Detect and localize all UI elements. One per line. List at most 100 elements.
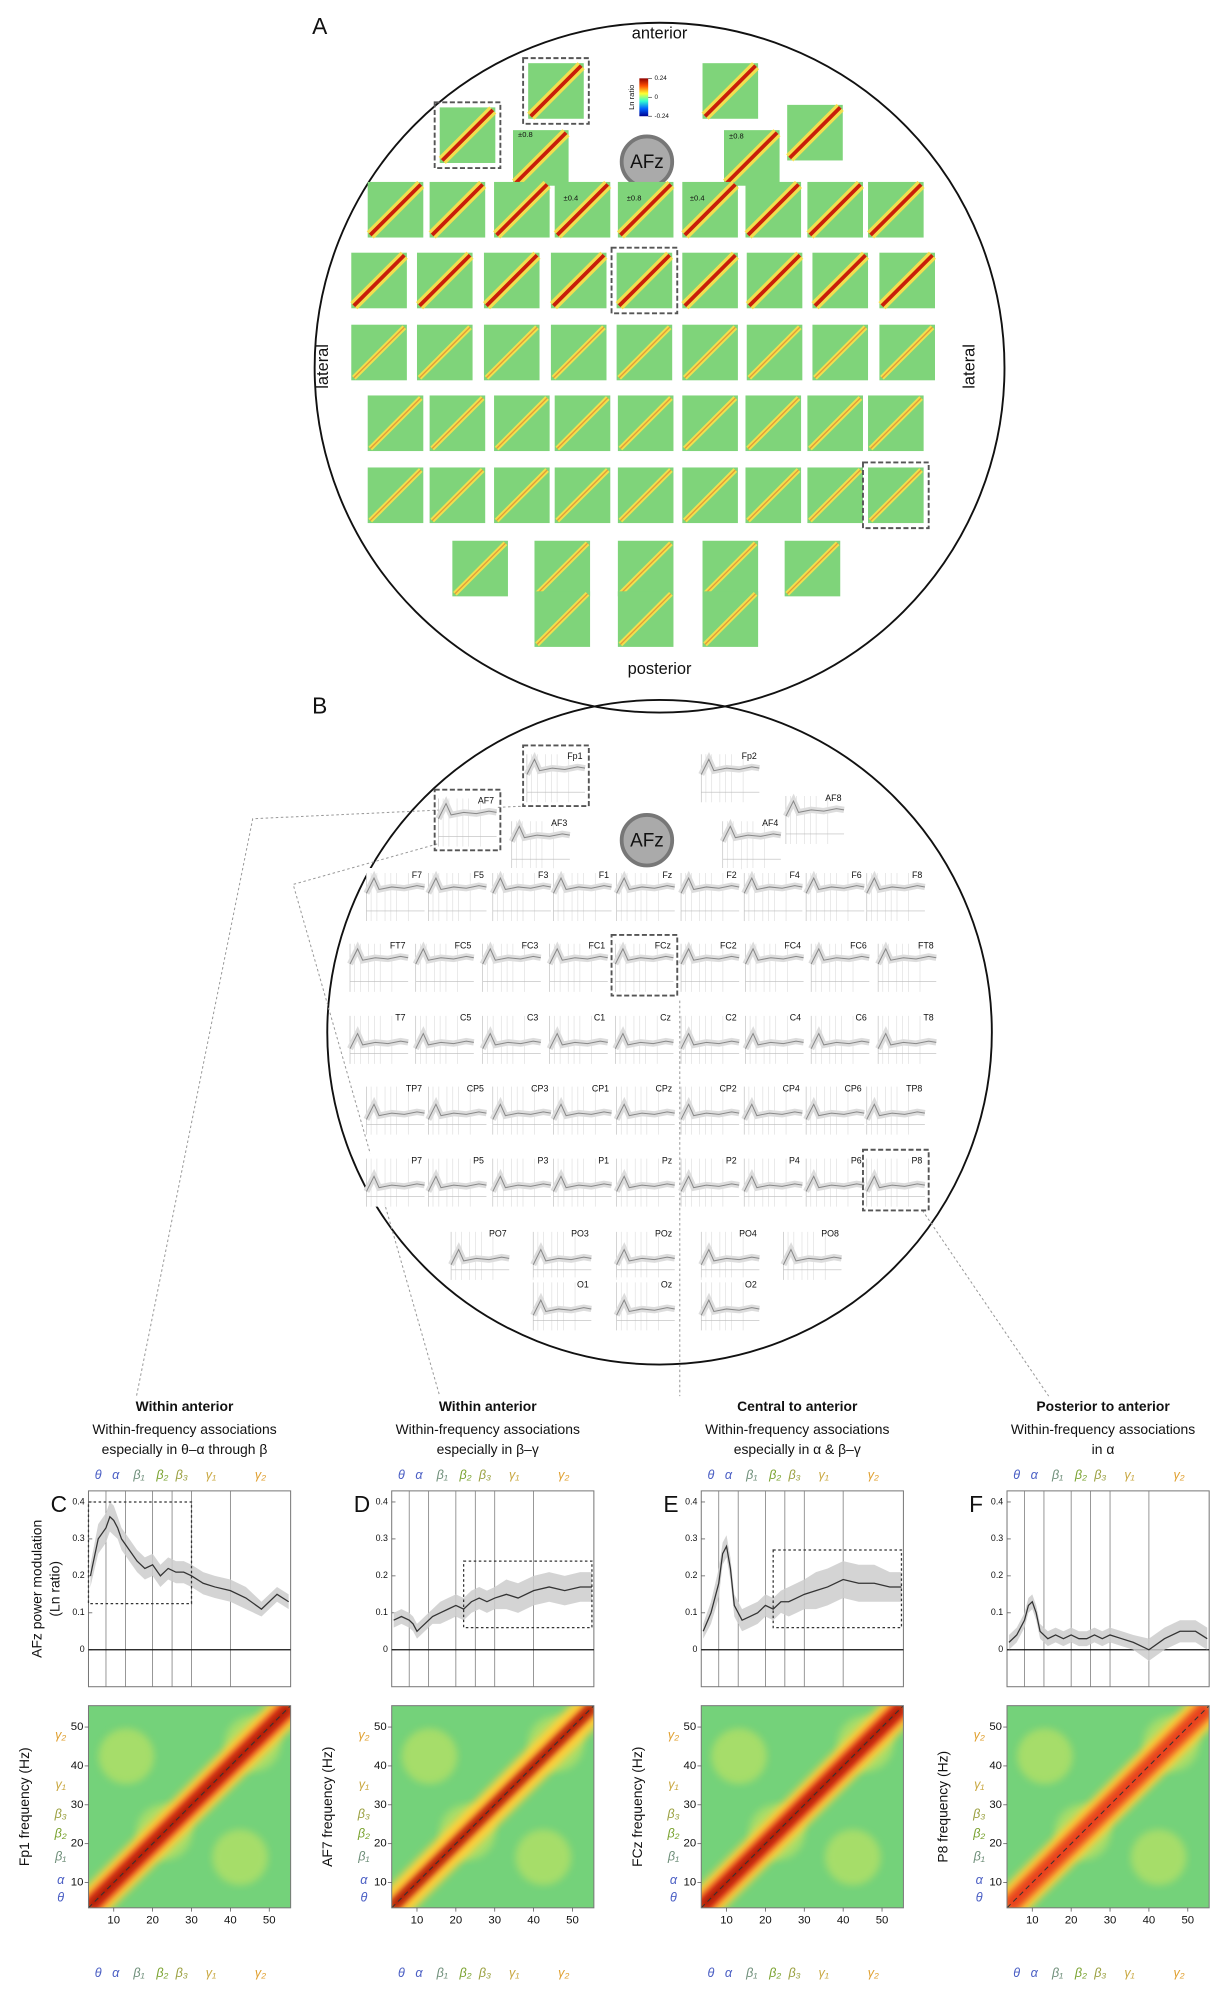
y-tick-label: 0.2	[376, 1570, 388, 1580]
mini-spectrum: F3	[489, 867, 552, 922]
band-label: γ₁	[206, 1468, 216, 1482]
mini-heatmap	[511, 129, 570, 187]
spectrum-line	[614, 947, 674, 965]
mini-heatmap	[350, 251, 408, 310]
y-tick-label: 0.1	[685, 1607, 697, 1617]
heatmap-diagonal	[683, 468, 738, 523]
heatmap-diagonal	[431, 469, 484, 522]
heatmap-diagonal	[703, 541, 758, 596]
mini-spectrum: AF8	[783, 790, 845, 844]
mini-heatmap	[812, 324, 869, 381]
spectrum-line	[482, 1032, 541, 1049]
heatmap-diagonal	[747, 469, 800, 522]
mini-spectrum: F1	[550, 867, 613, 922]
y-tick-label: 0.4	[72, 1496, 84, 1506]
error-band	[703, 1535, 902, 1639]
panel-subtitle: Within-frequency associations	[396, 1421, 580, 1437]
electrode-label: CP5	[467, 1083, 484, 1093]
band-label: θ	[57, 1890, 64, 1904]
mini-heatmap	[811, 251, 870, 310]
y-tick-label: 0	[383, 1644, 388, 1654]
electrode-label: AF4	[762, 818, 778, 828]
electrode-label: TP8	[906, 1083, 922, 1093]
band-label: γ₂	[1173, 1468, 1184, 1482]
mini-heatmap	[807, 467, 863, 524]
band-label: γ₁	[1124, 1468, 1134, 1482]
plot-frame	[1006, 1490, 1210, 1688]
heatmap-diagonal	[529, 64, 583, 118]
heatmap-diagonal	[453, 541, 508, 596]
band-label: γ₁	[509, 1966, 519, 1980]
heatmap-diagonal	[704, 593, 757, 645]
band-label: β₃	[1093, 1966, 1106, 1980]
heatmap-diagonal	[536, 542, 589, 595]
mini-spectrum: CP1	[550, 1081, 613, 1135]
spectrum-line	[616, 1103, 675, 1120]
heatmap-diagonal	[485, 253, 539, 308]
mini-spectrum: AF4	[719, 816, 782, 870]
x-tick-label: 20	[1065, 1914, 1078, 1926]
heatmap-diagonal	[808, 183, 862, 237]
electrode-label: FC6	[850, 941, 867, 951]
heatmap-diagonal	[368, 468, 423, 523]
spectrum-line	[616, 876, 675, 894]
mini-heatmap	[549, 251, 608, 310]
spectrum-line	[552, 876, 612, 894]
heatmap-diagonal	[683, 183, 737, 237]
heatmap-diagonal	[454, 542, 506, 595]
spectrum-line	[700, 1298, 760, 1316]
mini-spectrum: FC5	[412, 938, 475, 992]
band-label: θ	[360, 1890, 367, 1904]
panel-letter: D	[354, 1491, 370, 1517]
electrode-label: F3	[538, 870, 548, 880]
connector	[921, 1210, 1050, 1397]
band-label: γ₂	[558, 1468, 569, 1482]
y-tick-label: 30	[989, 1799, 1002, 1811]
highlight-box	[610, 934, 679, 997]
mean-line	[393, 1586, 592, 1633]
y-tick-label: 20	[989, 1838, 1002, 1850]
mini-heatmap	[428, 180, 487, 239]
band-label: β₁	[667, 1850, 679, 1864]
spectrum-line	[492, 876, 551, 894]
mini-spectrum: P2	[678, 1153, 740, 1207]
heatmap-diagonal	[747, 397, 800, 449]
spectrum-line	[438, 802, 497, 819]
y-tick-label: 20	[71, 1838, 84, 1850]
electrode-label: F2	[726, 870, 736, 880]
band-label: β₂	[768, 1966, 781, 1980]
electrode-label: PO7	[489, 1229, 507, 1239]
scale-label: ±0.8	[627, 193, 642, 202]
mini-spectrum: CP6	[803, 1081, 865, 1135]
mini-spectrum: FC4	[742, 938, 805, 992]
heatmap-diagonal	[683, 325, 738, 380]
heatmap-diagonal	[704, 542, 757, 595]
electrode-label: F5	[474, 870, 484, 880]
y-tick-label: 40	[989, 1760, 1002, 1772]
mini-heatmap	[617, 467, 674, 524]
x-tick-label: 10	[720, 1914, 733, 1926]
y-tick-label: 30	[374, 1799, 387, 1811]
direction-label: lateral	[314, 344, 332, 389]
heatmap-diagonal	[746, 468, 801, 523]
electrode-label: C6	[855, 1013, 866, 1023]
y-tick-label: 0.3	[72, 1533, 84, 1543]
heatmap-diagonal	[684, 397, 736, 449]
electrode-label: FCz	[655, 941, 671, 951]
band-label: β₁	[132, 1966, 144, 1980]
band-label: γ₁	[668, 1778, 678, 1792]
heatmap	[88, 1705, 291, 1908]
mini-spectrum: FT8	[875, 938, 937, 992]
mini-heatmap	[745, 395, 802, 452]
mini-heatmap	[483, 324, 540, 381]
y-tick-label: 0	[693, 1644, 698, 1654]
heatmap-diagonal	[785, 541, 840, 596]
mini-heatmap	[554, 395, 611, 452]
mini-heatmap	[534, 540, 591, 597]
heatmap-diagonal	[484, 325, 539, 380]
heatmap-patch	[212, 1829, 268, 1886]
highlight-box	[862, 461, 930, 530]
panel-title: Within anterior	[136, 1398, 234, 1414]
electrode-label: P6	[851, 1155, 862, 1165]
